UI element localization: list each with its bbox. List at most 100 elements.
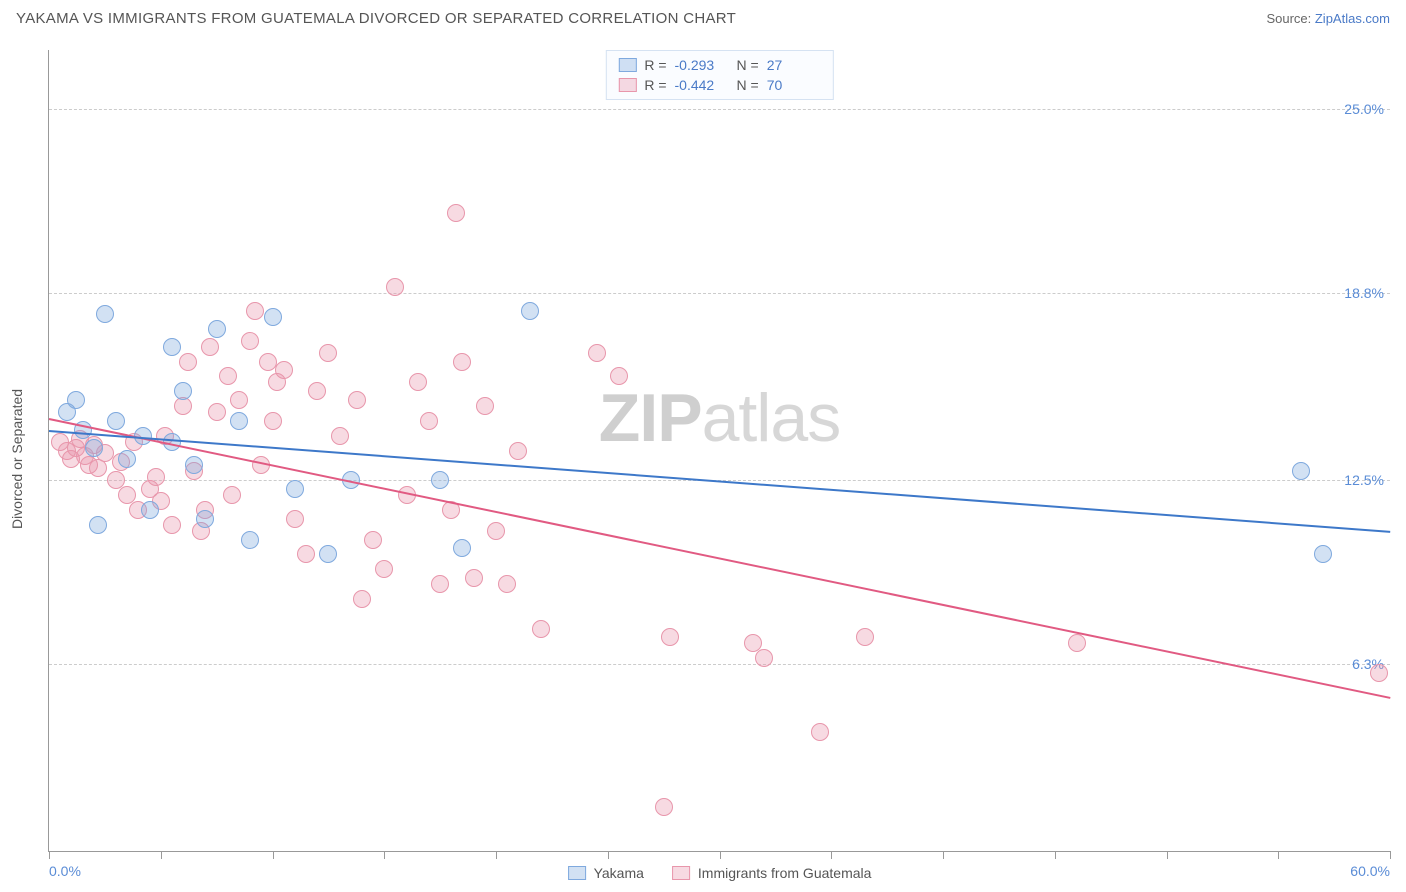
data-point-yakama (208, 320, 226, 338)
legend-series: Yakama Immigrants from Guatemala (568, 865, 872, 881)
watermark-atlas: atlas (702, 380, 841, 456)
data-point-guatemala (509, 442, 527, 460)
chart-area: ZIPatlas R = -0.293 N = 27 R = -0.442 N … (48, 50, 1390, 852)
data-point-yakama (141, 501, 159, 519)
data-point-guatemala (1370, 664, 1388, 682)
data-point-guatemala (386, 278, 404, 296)
watermark: ZIPatlas (599, 379, 840, 457)
data-point-yakama (185, 456, 203, 474)
data-point-guatemala (465, 569, 483, 587)
r-label: R = (644, 77, 666, 93)
legend-swatch-guatemala (672, 866, 690, 880)
yakama-r-value: -0.293 (675, 57, 729, 73)
data-point-guatemala (163, 516, 181, 534)
data-point-guatemala (230, 391, 248, 409)
data-point-guatemala (246, 302, 264, 320)
y-tick-label: 12.5% (1344, 472, 1384, 488)
legend-label-guatemala: Immigrants from Guatemala (698, 865, 872, 881)
data-point-yakama (58, 403, 76, 421)
legend-swatch-yakama (568, 866, 586, 880)
y-tick-label: 25.0% (1344, 101, 1384, 117)
x-axis-min-label: 0.0% (49, 863, 81, 879)
data-point-guatemala (447, 204, 465, 222)
data-point-yakama (453, 539, 471, 557)
data-point-guatemala (259, 353, 277, 371)
x-tick (1278, 851, 1279, 859)
trend-line-guatemala (49, 418, 1390, 699)
gridline (49, 664, 1390, 665)
data-point-yakama (174, 382, 192, 400)
y-axis-title: Divorced or Separated (9, 388, 25, 528)
n-label: N = (737, 57, 759, 73)
data-point-guatemala (219, 367, 237, 385)
y-tick-label: 18.8% (1344, 285, 1384, 301)
data-point-yakama (163, 338, 181, 356)
data-point-yakama (118, 450, 136, 468)
data-point-guatemala (532, 620, 550, 638)
data-point-yakama (89, 516, 107, 534)
data-point-guatemala (331, 427, 349, 445)
watermark-zip: ZIP (599, 380, 702, 456)
data-point-guatemala (856, 628, 874, 646)
data-point-guatemala (420, 412, 438, 430)
data-point-guatemala (610, 367, 628, 385)
legend-item-guatemala: Immigrants from Guatemala (672, 865, 872, 881)
source-link[interactable]: ZipAtlas.com (1315, 11, 1390, 26)
x-tick (273, 851, 274, 859)
x-tick (1390, 851, 1391, 859)
gridline (49, 109, 1390, 110)
data-point-yakama (241, 531, 259, 549)
legend-row-yakama: R = -0.293 N = 27 (618, 55, 820, 75)
x-tick (49, 851, 50, 859)
data-point-guatemala (375, 560, 393, 578)
legend-label-yakama: Yakama (594, 865, 644, 881)
legend-row-guatemala: R = -0.442 N = 70 (618, 75, 820, 95)
data-point-guatemala (286, 510, 304, 528)
data-point-yakama (107, 412, 125, 430)
data-point-guatemala (348, 391, 366, 409)
data-point-guatemala (476, 397, 494, 415)
data-point-guatemala (409, 373, 427, 391)
x-tick (161, 851, 162, 859)
source-credit: Source: ZipAtlas.com (1266, 11, 1390, 26)
chart-title: YAKAMA VS IMMIGRANTS FROM GUATEMALA DIVO… (16, 10, 736, 27)
data-point-yakama (1314, 545, 1332, 563)
data-point-guatemala (353, 590, 371, 608)
x-tick (1167, 851, 1168, 859)
data-point-guatemala (431, 575, 449, 593)
data-point-guatemala (201, 338, 219, 356)
data-point-guatemala (755, 649, 773, 667)
guatemala-n-value: 70 (767, 77, 821, 93)
data-point-guatemala (498, 575, 516, 593)
data-point-guatemala (275, 361, 293, 379)
data-point-guatemala (588, 344, 606, 362)
data-point-guatemala (661, 628, 679, 646)
data-point-yakama (319, 545, 337, 563)
data-point-yakama (431, 471, 449, 489)
source-prefix: Source: (1266, 11, 1314, 26)
data-point-guatemala (364, 531, 382, 549)
x-tick (943, 851, 944, 859)
x-tick (384, 851, 385, 859)
data-point-guatemala (179, 353, 197, 371)
data-point-yakama (1292, 462, 1310, 480)
legend-statistics: R = -0.293 N = 27 R = -0.442 N = 70 (605, 50, 833, 100)
legend-swatch-yakama (618, 58, 636, 72)
data-point-yakama (96, 305, 114, 323)
data-point-guatemala (241, 332, 259, 350)
plot-region: ZIPatlas R = -0.293 N = 27 R = -0.442 N … (48, 50, 1390, 852)
data-point-guatemala (147, 468, 165, 486)
data-point-guatemala (264, 412, 282, 430)
gridline (49, 293, 1390, 294)
data-point-guatemala (208, 403, 226, 421)
data-point-guatemala (453, 353, 471, 371)
legend-item-yakama: Yakama (568, 865, 644, 881)
data-point-guatemala (1068, 634, 1086, 652)
n-label: N = (737, 77, 759, 93)
x-tick (1055, 851, 1056, 859)
r-label: R = (644, 57, 666, 73)
data-point-yakama (521, 302, 539, 320)
yakama-n-value: 27 (767, 57, 821, 73)
data-point-guatemala (487, 522, 505, 540)
data-point-guatemala (297, 545, 315, 563)
